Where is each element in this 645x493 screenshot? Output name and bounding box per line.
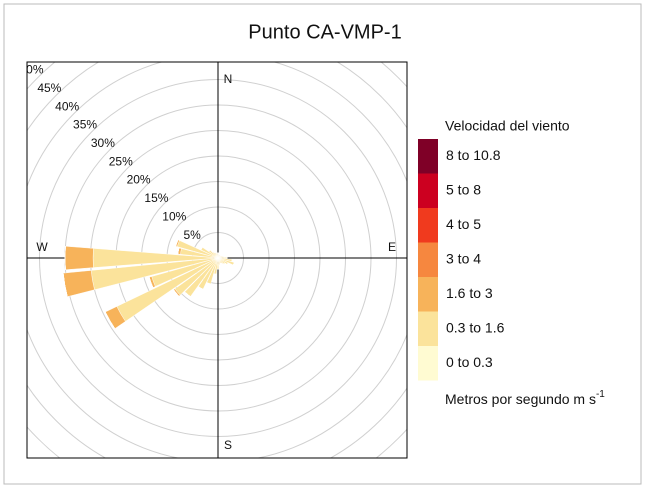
- legend-caption-text: Metros por segundo m s: [445, 391, 596, 407]
- direction-label: E: [388, 240, 396, 254]
- direction-label: N: [224, 72, 233, 86]
- r-tick-label: 45%: [37, 81, 61, 95]
- legend-label: 3 to 4: [446, 250, 481, 266]
- r-tick-label: 5%: [183, 228, 201, 242]
- r-tick-label: 40%: [55, 99, 79, 113]
- legend-swatch: [418, 174, 438, 209]
- frame: [4, 4, 641, 484]
- direction-label: W: [36, 240, 48, 254]
- legend-swatch: [418, 243, 438, 278]
- legend-label: 0 to 0.3: [446, 354, 493, 370]
- legend-swatch: [418, 139, 438, 174]
- legend-swatch: [418, 312, 438, 347]
- r-tick-label: 35%: [73, 118, 97, 132]
- r-tick-label: 30%: [91, 136, 115, 150]
- chart-title: Punto CA-VMP-1: [248, 21, 401, 43]
- legend-label: 5 to 8: [446, 181, 481, 197]
- legend-label: 0.3 to 1.6: [446, 319, 505, 335]
- wedge-segment: [65, 246, 93, 269]
- legend-caption: Metros por segundo m s-1: [445, 389, 605, 407]
- legend-label: 1.6 to 3: [446, 285, 493, 301]
- r-tick-label: 10%: [162, 209, 186, 223]
- legend-title: Velocidad del viento: [445, 118, 570, 134]
- r-tick-label: 20%: [127, 173, 151, 187]
- legend-swatch: [418, 208, 438, 243]
- legend-swatch: [418, 277, 438, 312]
- legend-label: 4 to 5: [446, 216, 481, 232]
- r-tick-label: 15%: [144, 191, 168, 205]
- legend-caption-exponent: -1: [596, 389, 605, 400]
- direction-label: S: [224, 438, 232, 452]
- legend-swatch: [418, 346, 438, 381]
- legend-label: 8 to 10.8: [446, 147, 501, 163]
- r-tick-label: 25%: [109, 154, 133, 168]
